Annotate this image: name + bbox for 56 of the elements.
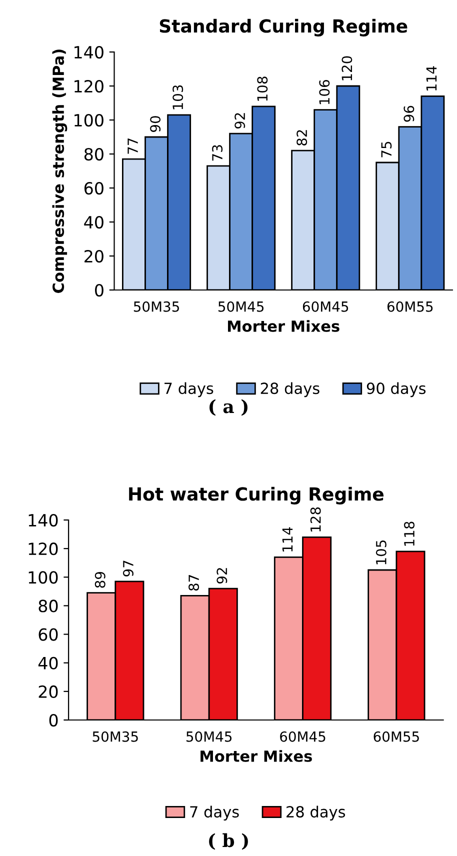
data-label: 90 xyxy=(150,116,161,132)
data-label: 108 xyxy=(257,76,268,101)
y-axis-title: Compressive strength (MPa) xyxy=(52,50,68,293)
y-tick-label: 100 xyxy=(74,114,104,127)
data-label: 106 xyxy=(319,80,330,104)
y-tick-label: 100 xyxy=(28,571,58,584)
y-tick-label: 20 xyxy=(84,250,104,263)
y-tick-label: 140 xyxy=(28,514,58,527)
y-tick-label: 80 xyxy=(84,148,104,161)
x-axis-title: Morter Mixes xyxy=(200,750,312,762)
data-label: 128 xyxy=(310,507,321,532)
legend-label: 7 days xyxy=(164,382,214,398)
data-label: 87 xyxy=(188,575,200,591)
data-label: 103 xyxy=(172,85,184,110)
data-label: 89 xyxy=(94,572,106,588)
data-label: 97 xyxy=(122,560,134,576)
data-label: 73 xyxy=(212,145,223,161)
x-tick-label: 50M35 xyxy=(134,301,179,312)
data-label: 92 xyxy=(234,113,246,129)
text: ( b ) xyxy=(209,833,248,850)
data-label: 82 xyxy=(296,130,308,146)
x-tick-label: 60M45 xyxy=(280,731,326,742)
data-label: 114 xyxy=(282,527,293,552)
data-label: 118 xyxy=(404,522,415,546)
data-label: 120 xyxy=(342,56,352,80)
y-tick-label: 80 xyxy=(38,600,58,612)
y-tick-label: 20 xyxy=(38,685,58,698)
legend-label: 28 days xyxy=(286,806,346,821)
legend-label: 7 days xyxy=(190,806,239,821)
y-tick-label: 40 xyxy=(38,656,58,670)
text: ( a ) xyxy=(210,399,248,416)
x-tick-label: 50M45 xyxy=(218,301,264,312)
x-tick-label: 50M45 xyxy=(186,731,232,742)
data-label: 114 xyxy=(426,66,437,91)
legend-label: 28 days xyxy=(260,382,320,398)
y-tick-label: 40 xyxy=(84,216,104,229)
y-tick-label: 140 xyxy=(74,46,104,59)
x-tick-label: 60M55 xyxy=(387,301,433,312)
data-label: 96 xyxy=(404,106,414,122)
data-label: 77 xyxy=(128,138,138,154)
y-tick-label: 120 xyxy=(74,80,104,93)
data-label: 105 xyxy=(376,540,386,564)
y-tick-label: 60 xyxy=(84,182,104,195)
data-label: 75 xyxy=(381,142,392,158)
y-tick-label: 120 xyxy=(28,542,58,556)
y-tick-label: 0 xyxy=(49,714,58,727)
x-tick-label: 60M45 xyxy=(302,301,348,312)
chart-title: Standard Curing Regime xyxy=(160,18,408,36)
data-label: 92 xyxy=(216,568,228,584)
chart-title: Hot water Curing Regime xyxy=(129,486,384,504)
y-tick-label: 60 xyxy=(38,628,58,641)
legend-label: 90 days xyxy=(366,382,426,398)
x-axis-title: Morter Mixes xyxy=(228,320,340,332)
x-tick-label: 60M55 xyxy=(374,731,419,742)
y-tick-label: 0 xyxy=(95,284,104,297)
x-tick-label: 50M35 xyxy=(92,731,138,742)
